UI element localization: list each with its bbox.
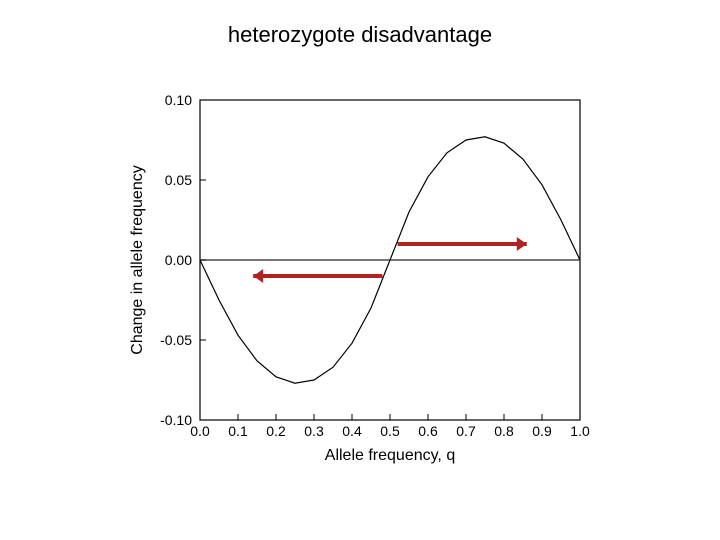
x-tick-label: 0.7 [456,423,476,439]
y-tick-label: -0.05 [160,332,192,348]
y-tick-label: -0.10 [160,412,192,428]
y-tick-label: 0.10 [165,92,192,108]
x-tick-label: 0.5 [380,423,400,439]
y-axis-label: Change in allele frequency [129,165,146,354]
x-tick-label: 0.9 [532,423,552,439]
y-tick-label: 0.05 [165,172,192,188]
delta-q-chart: 0.0 0.1 0.2 0.3 0.4 0.5 0.6 0.7 0.8 0.9 1.0 -0.10 -0… [120,80,600,500]
x-tick-label: 0.8 [494,423,514,439]
x-tick-label: 0.2 [266,423,286,439]
y-tick-label: 0.00 [165,252,192,268]
x-axis-label: Allele frequency, q [325,447,455,464]
page: heterozygote disadvantage 0.00.10.20.30.… [0,0,720,540]
x-tick-label: 0.1 [228,423,248,439]
x-tick-label: 0.0 [190,423,210,439]
x-tick-label: 1.0 [570,423,590,439]
x-tick-label: 0.3 [304,423,324,439]
page-title: heterozygote disadvantage [0,22,720,48]
x-tick-label: 0.6 [418,423,438,439]
chart-container: 0.0 0.1 0.2 0.3 0.4 0.5 0.6 0.7 0.8 0.9 1.0 -0.10 -0… [120,80,600,500]
x-tick-label: 0.4 [342,423,362,439]
